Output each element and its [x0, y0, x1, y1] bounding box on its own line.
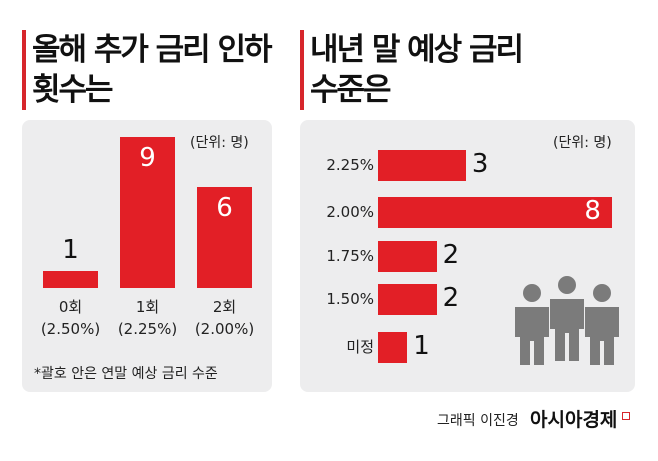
category-label: 1회 (2.25%) [117, 298, 178, 338]
data-label: 1 [413, 331, 430, 361]
left-chart-title: 올해 추가 금리 인하 횟수는 [22, 30, 273, 110]
bar [43, 271, 98, 288]
category-label: 1.75% [326, 247, 374, 265]
right-chart-title: 내년 말 예상 금리 수준은 [300, 30, 524, 110]
category-label: 0회 (2.50%) [40, 298, 101, 338]
bar [378, 150, 466, 181]
unit-label: (단위: 명) [190, 135, 249, 151]
graphic-credit: 그래픽 이진경 [437, 413, 519, 429]
left-chart-panel: (단위: 명) *괄호 안은 연말 예상 금리 수준 1 0회 (2.50%) 9 1… [22, 120, 272, 392]
bar [197, 187, 252, 288]
category-label: 2.25% [326, 156, 374, 174]
data-label: 6 [216, 193, 233, 224]
data-label: 9 [139, 143, 156, 173]
category-label: 2회 (2.00%) [194, 298, 255, 338]
bar [378, 197, 613, 228]
bar [378, 284, 437, 315]
people-icon [515, 276, 619, 365]
brand-logo: 아시아경제 [530, 409, 618, 431]
logo-flag-icon [622, 412, 630, 420]
data-label: 1 [62, 235, 79, 266]
bar [378, 332, 408, 363]
footnote: *괄호 안은 연말 예상 금리 수준 [34, 366, 218, 382]
unit-label: (단위: 명) [553, 135, 612, 151]
right-chart-panel: (단위: 명) 2.25% 3 2.00% 8 1.75% 2 1.50% 2 미정 1 [300, 120, 635, 392]
data-label: 2 [442, 240, 460, 270]
category-label: 2.00% [326, 203, 374, 221]
category-label: 미정 [346, 338, 374, 356]
data-label: 2 [442, 283, 460, 313]
data-label: 3 [471, 149, 489, 179]
category-label: 1.50% [326, 290, 374, 308]
data-label: 8 [584, 196, 601, 226]
bar [378, 241, 437, 272]
bar [120, 137, 175, 288]
